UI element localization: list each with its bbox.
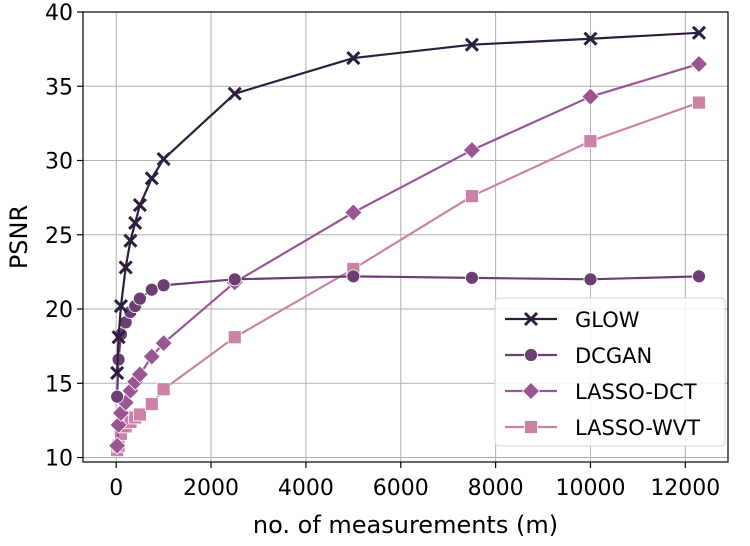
- legend-entry-lasso-wvt: LASSO-WVT: [505, 416, 700, 440]
- plot-area-frame: [82, 11, 729, 463]
- data-point: [156, 382, 171, 397]
- x-tick-label: 6000: [373, 476, 429, 501]
- data-point: [523, 311, 539, 327]
- legend-box: [494, 297, 726, 447]
- data-point: [156, 278, 171, 293]
- data-point: [156, 151, 171, 167]
- y-tick-label: 25: [45, 224, 73, 249]
- data-point: [346, 50, 361, 66]
- y-tick-label: 35: [45, 75, 73, 100]
- data-point: [132, 198, 147, 213]
- legend-entry-lasso-dct: LASSO-DCT: [505, 380, 697, 404]
- x-tick-label: 2000: [183, 476, 239, 501]
- data-point: [154, 334, 173, 353]
- data-point: [109, 415, 128, 434]
- data-point: [144, 171, 159, 186]
- series-group: [108, 25, 709, 458]
- data-point: [691, 25, 707, 40]
- y-axis-title: PSNR: [5, 205, 33, 269]
- data-point: [108, 436, 127, 455]
- x-axis-title: no. of measurements (m): [253, 511, 558, 539]
- data-point: [111, 330, 126, 345]
- y-tick-label: 40: [45, 1, 73, 26]
- series-glow: [110, 25, 707, 380]
- x-tick-label: 10000: [555, 476, 625, 501]
- data-point: [346, 269, 361, 284]
- data-point: [524, 420, 538, 434]
- data-point: [464, 270, 479, 285]
- y-tick-label: 20: [45, 298, 73, 323]
- data-point: [521, 381, 541, 401]
- y-tick-label: 15: [45, 372, 73, 397]
- legend: GLOW DCGAN LASSO-DCT LASSO-WVT: [494, 297, 726, 447]
- data-point: [464, 189, 479, 204]
- legend-entry-dcgan: DCGAN: [505, 344, 652, 368]
- y-tick-label: 30: [45, 150, 73, 175]
- series-line: [116, 31, 700, 373]
- data-point: [110, 389, 125, 404]
- x-tick-label: 8000: [468, 476, 524, 501]
- axis-ticks: 0 2000 4000 6000 8000 10000 12000 10 15 20 25 30 35 4…: [45, 1, 720, 501]
- data-point: [692, 269, 706, 284]
- data-point: [144, 282, 159, 297]
- data-point: [113, 298, 129, 314]
- data-point: [118, 260, 133, 275]
- x-tick-label: 12000: [650, 476, 720, 501]
- data-point: [689, 54, 709, 74]
- data-point: [133, 291, 147, 306]
- legend-label: LASSO-DCT: [575, 380, 697, 404]
- data-point: [583, 134, 598, 149]
- legend-label: DCGAN: [575, 344, 652, 368]
- data-point: [692, 95, 706, 110]
- data-point: [227, 330, 242, 345]
- legend-label: GLOW: [575, 308, 640, 332]
- data-point: [581, 87, 600, 106]
- legend-entry-glow: GLOW: [505, 308, 640, 332]
- x-tick-label: 4000: [278, 476, 334, 501]
- data-point: [123, 233, 138, 248]
- data-point: [583, 272, 598, 287]
- x-tick-label: 0: [109, 476, 123, 501]
- data-point: [227, 272, 242, 287]
- data-point: [144, 397, 159, 411]
- data-point: [583, 31, 598, 46]
- data-point: [142, 347, 161, 366]
- data-point: [128, 215, 143, 230]
- data-point: [133, 407, 147, 422]
- data-point: [130, 365, 149, 384]
- data-point: [110, 365, 125, 380]
- data-point: [464, 37, 479, 52]
- legend-label: LASSO-WVT: [575, 416, 700, 440]
- data-point: [524, 348, 538, 362]
- data-point: [462, 141, 481, 160]
- y-tick-label: 10: [45, 447, 73, 472]
- data-point: [344, 203, 363, 222]
- data-point: [227, 86, 242, 101]
